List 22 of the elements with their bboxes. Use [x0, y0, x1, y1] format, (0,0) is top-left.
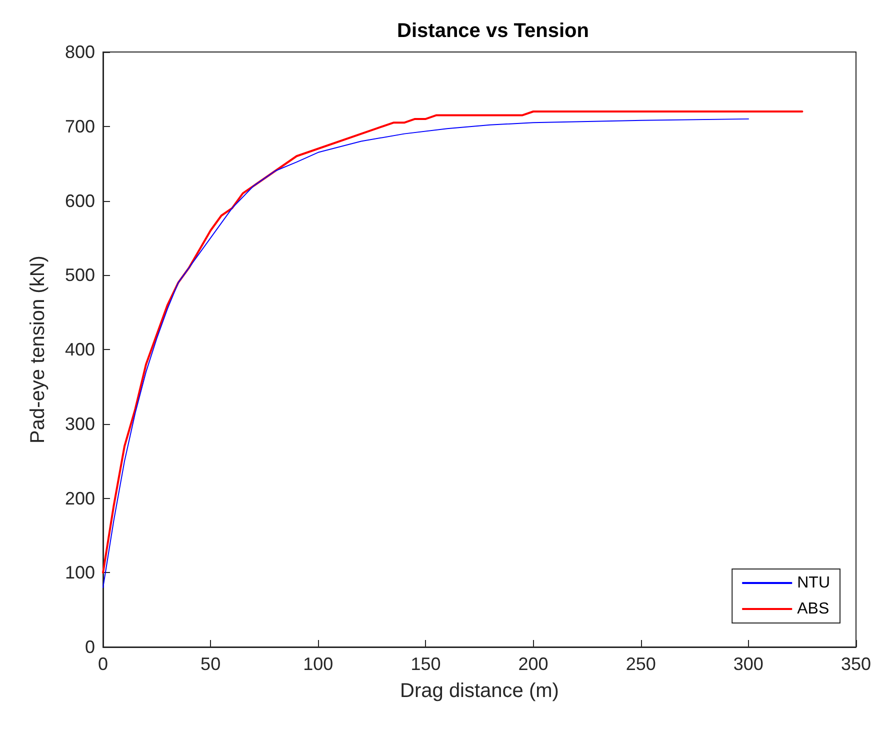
- y-tick-label: 700: [64, 116, 95, 136]
- x-tick-label: 150: [410, 654, 441, 674]
- y-tick-label: 200: [64, 488, 95, 508]
- x-tick-label: 100: [303, 654, 334, 674]
- y-tick-label: 300: [64, 414, 95, 434]
- legend-label: NTU: [797, 574, 830, 592]
- x-tick-label: 0: [98, 654, 108, 674]
- chart-title: Distance vs Tension: [397, 20, 589, 42]
- y-axis-title: Pad-eye tension (kN): [27, 256, 49, 444]
- y-tick-label: 0: [84, 637, 95, 657]
- x-tick-label: 200: [518, 654, 548, 674]
- y-tick-label: 400: [64, 340, 95, 360]
- x-axis-title: Drag distance (m): [400, 680, 559, 702]
- y-tick-label: 800: [64, 42, 95, 62]
- y-tick-label: 500: [64, 265, 95, 286]
- y-tick-label: 600: [64, 190, 95, 211]
- legend-label: ABS: [797, 600, 830, 618]
- x-tick-label: 250: [626, 654, 656, 674]
- y-tick-label: 100: [64, 562, 95, 583]
- x-tick-label: 50: [200, 654, 221, 674]
- x-tick-label: 300: [733, 654, 764, 674]
- x-tick-label: 350: [840, 654, 872, 674]
